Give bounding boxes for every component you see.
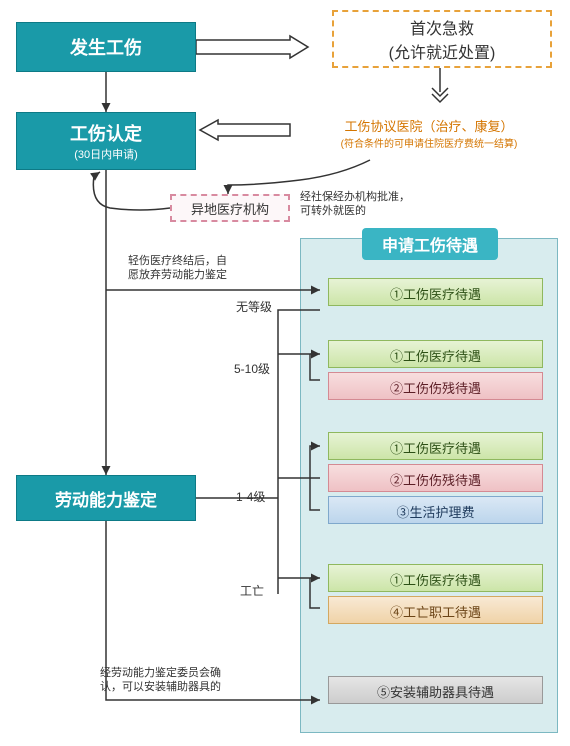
item-i6: ③生活护理费 (328, 496, 543, 524)
item-i4: ①工伤医疗待遇 (328, 432, 543, 460)
node-label: 发生工伤 (70, 34, 142, 60)
node-label: 劳动能力鉴定 (55, 486, 157, 511)
node-label: 首次急救 (410, 15, 474, 39)
node-n3: 工伤认定(30日内申请) (16, 112, 196, 170)
node-n1: 发生工伤 (16, 22, 196, 72)
node-n2: 首次急救(允许就近处置) (332, 10, 552, 68)
branch-b3: 1-4级 (236, 488, 265, 505)
node-n6: 劳动能力鉴定 (16, 475, 196, 521)
node-label: 工伤协议医院（治疗、康复） (344, 116, 513, 135)
branch-b2: 5-10级 (234, 360, 270, 377)
item-i2: ①工伤医疗待遇 (328, 340, 543, 368)
note-note2: 经社保经办机构批准，可转外就医的 (300, 190, 410, 219)
node-sublabel: (允许就近处置) (389, 39, 496, 63)
note-note1: 轻伤医疗终结后，自愿放弃劳动能力鉴定 (128, 254, 227, 283)
item-i5: ②工伤伤残待遇 (328, 464, 543, 492)
node-n5: 异地医疗机构 (170, 194, 290, 222)
item-i7: ①工伤医疗待遇 (328, 564, 543, 592)
item-i1: ①工伤医疗待遇 (328, 278, 543, 306)
item-i8: ④工亡职工待遇 (328, 596, 543, 624)
panel-title: 申请工伤待遇 (362, 228, 498, 260)
branch-b4: 工亡 (240, 582, 264, 599)
node-sublabel: (符合条件的可申请住院医疗费统一结算) (341, 135, 518, 150)
note-note3: 经劳动能力鉴定委员会确认，可以安装辅助器具的 (100, 666, 221, 695)
node-n4: 工伤协议医院（治疗、康复）(符合条件的可申请住院医疗费统一结算) (298, 108, 560, 158)
branch-b1: 无等级 (236, 298, 272, 315)
node-label: 工伤认定 (70, 120, 142, 146)
item-i3: ②工伤伤残待遇 (328, 372, 543, 400)
node-label: 异地医疗机构 (191, 199, 269, 218)
item-i9: ⑤安装辅助器具待遇 (328, 676, 543, 704)
node-sublabel: (30日内申请) (74, 146, 138, 162)
